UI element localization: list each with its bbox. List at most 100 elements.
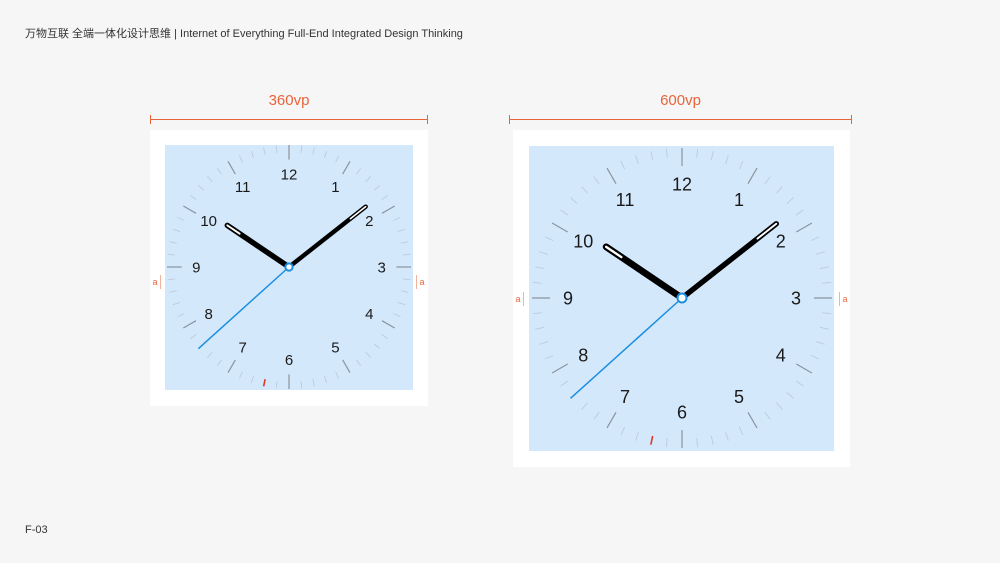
hour-tick: [551, 363, 568, 374]
second-hand: [197, 266, 290, 350]
page-header: 万物互联 全端一体化设计思维 | Internet of Everything …: [25, 28, 463, 40]
width-label-600: 600vp: [660, 92, 701, 109]
minute-tick: [544, 236, 554, 242]
hour-tick: [342, 359, 351, 373]
minute-tick: [593, 176, 600, 185]
minute-tick: [172, 228, 181, 232]
hour-tick: [747, 167, 758, 184]
minute-tick: [177, 313, 185, 318]
hour-numeral: 2: [776, 231, 786, 251]
minute-tick: [169, 241, 177, 244]
minute-tick: [650, 151, 654, 161]
minute-tick: [696, 438, 699, 448]
minute-tick: [819, 266, 829, 270]
minute-tick: [620, 160, 626, 170]
minute-tick: [324, 150, 328, 159]
minute-tick: [190, 194, 197, 200]
minute-tick: [397, 228, 406, 232]
minute-tick: [373, 185, 380, 191]
margin-label-right: a: [839, 292, 850, 306]
minute-tick: [822, 281, 832, 284]
minute-tick: [815, 251, 825, 255]
minute-tick: [250, 375, 254, 384]
minute-tick: [393, 313, 401, 318]
hour-numeral: 2: [365, 213, 373, 230]
minute-tick: [207, 351, 213, 358]
hour-numeral: 9: [192, 259, 200, 276]
width-dimension-line: [509, 115, 852, 124]
minute-tick: [810, 354, 820, 360]
minute-tick: [776, 402, 783, 410]
minute-tick: [312, 379, 315, 387]
hour-hand-tip: [226, 224, 241, 235]
hour-numeral: 9: [563, 288, 573, 308]
hour-tick: [183, 205, 197, 214]
hour-tick: [227, 359, 236, 373]
hour-numeral: 1: [734, 190, 744, 210]
minute-tick: [381, 334, 388, 340]
center-pin: [676, 292, 688, 304]
minute-tick: [365, 176, 371, 183]
hour-numeral: 6: [285, 352, 293, 369]
minute-tick: [738, 160, 744, 170]
minute-tick: [216, 168, 222, 175]
minute-tick: [403, 278, 411, 281]
hour-numeral: 7: [620, 387, 630, 407]
minute-tick: [786, 197, 794, 204]
minute-tick: [300, 145, 303, 153]
hour-numeral: 8: [205, 306, 213, 323]
hour-numeral: 1: [331, 179, 339, 196]
minute-tick: [764, 411, 771, 420]
minute-tick: [593, 411, 600, 420]
minute-tick: [696, 148, 699, 158]
minute-tick: [581, 186, 588, 194]
hour-tick: [796, 222, 813, 233]
hour-numeral: 7: [238, 340, 246, 357]
minute-tick: [544, 354, 554, 360]
margin-label-left: a: [150, 275, 161, 289]
minute-tick: [570, 197, 578, 204]
width-label-360: 360vp: [268, 92, 310, 109]
minute-tick: [238, 155, 243, 163]
hour-tick: [606, 412, 617, 429]
minute-tick: [335, 371, 340, 379]
minute-tick: [725, 155, 729, 165]
minute-tick: [560, 209, 569, 216]
minute-tick: [207, 176, 213, 183]
minute-tick: [373, 343, 380, 349]
minute-tick: [725, 431, 729, 441]
minute-tick: [190, 334, 197, 340]
minute-tick: [635, 431, 639, 441]
hour-numeral: 5: [331, 340, 339, 357]
minute-tick: [710, 435, 714, 445]
minute-hand-tip: [349, 205, 367, 220]
minute-tick: [167, 253, 175, 256]
hour-numeral: 12: [672, 174, 692, 194]
hour-numeral: 11: [235, 179, 251, 196]
margin-label-right: a: [416, 275, 427, 289]
minute-tick: [198, 185, 205, 191]
minute-tick: [238, 371, 243, 379]
minute-tick: [539, 251, 549, 255]
second-hand: [570, 297, 683, 399]
second-marker-tick: [650, 435, 654, 445]
minute-tick: [275, 145, 278, 153]
hour-tick: [747, 412, 758, 429]
minute-tick: [397, 302, 406, 306]
minute-tick: [795, 380, 804, 387]
hour-numeral: 6: [677, 402, 687, 422]
minute-tick: [581, 402, 588, 410]
minute-tick: [738, 426, 744, 436]
minute-tick: [403, 253, 411, 256]
hour-tick: [606, 167, 617, 184]
minute-tick: [532, 312, 542, 315]
minute-tick: [401, 241, 409, 244]
minute-tick: [532, 281, 542, 284]
minute-tick: [776, 186, 783, 194]
minute-tick: [810, 236, 820, 242]
minute-hand-tip: [756, 222, 778, 240]
minute-tick: [275, 381, 278, 389]
minute-tick: [312, 147, 315, 155]
minute-tick: [356, 359, 362, 366]
minute-tick: [381, 194, 388, 200]
